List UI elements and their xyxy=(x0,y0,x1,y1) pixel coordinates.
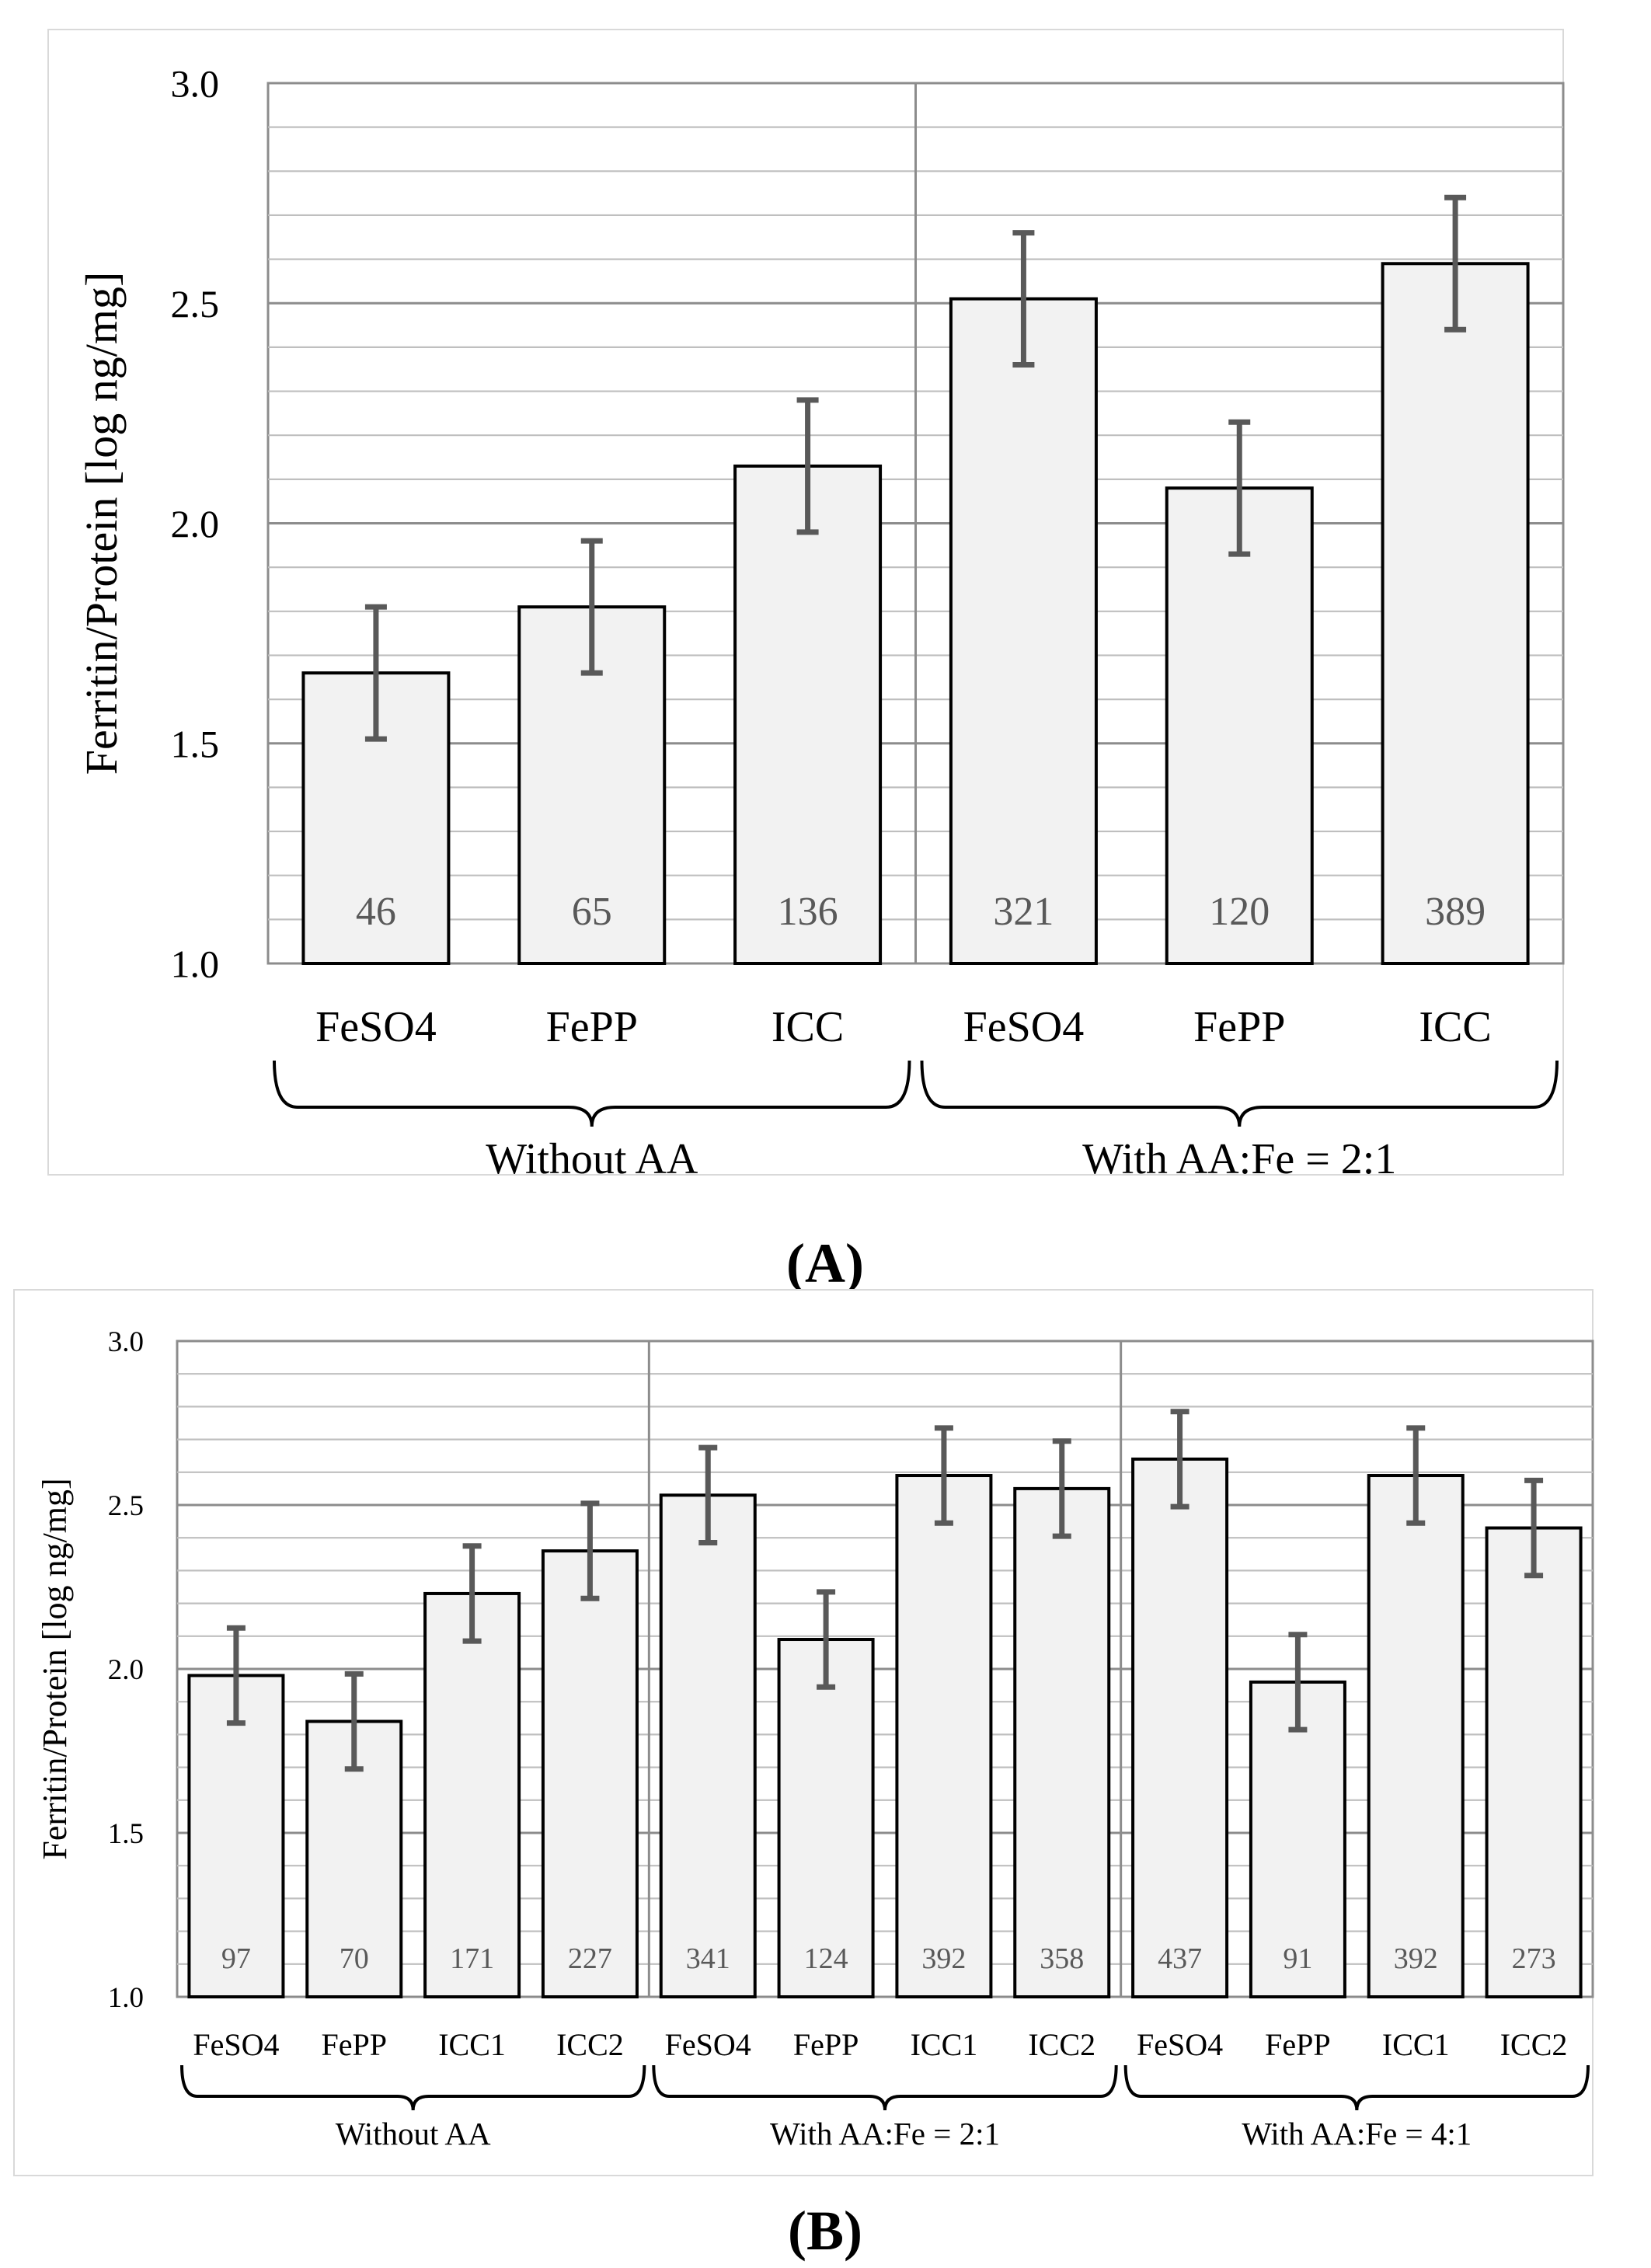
bar-data-label: 46 xyxy=(356,890,396,934)
bar-data-label: 341 xyxy=(686,1942,730,1975)
group-bracket xyxy=(1123,2064,1590,2111)
bar-data-label: 392 xyxy=(921,1942,966,1975)
bar-data-label: 120 xyxy=(1209,890,1270,934)
x-tick-label: FeSO4 xyxy=(193,2027,279,2062)
bar xyxy=(187,1674,285,1998)
bar-data-label: 65 xyxy=(572,890,612,934)
bar xyxy=(659,1493,757,1998)
bar-data-label: 358 xyxy=(1040,1942,1084,1975)
bar-data-label: 437 xyxy=(1158,1942,1202,1975)
group-label: Without AA xyxy=(486,1135,698,1183)
x-tick-label: FePP xyxy=(793,2027,859,2062)
x-tick-label: ICC1 xyxy=(1382,2027,1450,2062)
x-tick-label: FeSO4 xyxy=(1137,2027,1223,2062)
bar-data-label: 124 xyxy=(804,1942,848,1975)
bar-data-label: 171 xyxy=(450,1942,494,1975)
y-tick-label: 3.0 xyxy=(108,1326,144,1358)
group-label: Without AA xyxy=(336,2116,491,2151)
group-bracket xyxy=(920,1060,1559,1127)
y-tick-label: 2.5 xyxy=(171,282,220,326)
bar-data-label: 227 xyxy=(568,1942,612,1975)
bar xyxy=(895,1474,993,1998)
bar xyxy=(777,1638,875,1999)
panel-label-letter: B xyxy=(806,2200,844,2262)
bar xyxy=(1131,1457,1229,1999)
chart-panel-b: 1.0 1.5 2.0 2.5 3.0 Ferritin/Protein [log ng/… xyxy=(13,1289,1594,2262)
bar xyxy=(733,464,883,965)
y-tick-label: 2.5 xyxy=(108,1490,144,1522)
bar-data-label: 70 xyxy=(340,1942,369,1975)
bar xyxy=(949,297,1098,965)
x-tick-label: ICC2 xyxy=(1028,2027,1095,2062)
y-axis-label: Ferritin/Protein [log ng/mg] xyxy=(36,1478,74,1859)
x-tick-label: FeSO4 xyxy=(665,2027,751,2062)
panel-label-open: ( xyxy=(788,2200,806,2262)
x-tick-label: FePP xyxy=(546,1003,638,1051)
bar xyxy=(1165,486,1314,965)
x-tick-label: FeSO4 xyxy=(315,1003,437,1051)
chart-panel-a: 1.0 1.5 2.0 2.5 3.0 Ferritin/Protein [log ng/… xyxy=(47,29,1565,1294)
group-label: With AA:Fe = 2:1 xyxy=(770,2116,1000,2151)
bar-data-label: 392 xyxy=(1394,1942,1438,1975)
bar-data-label: 91 xyxy=(1283,1942,1312,1975)
x-tick-label: FePP xyxy=(322,2027,388,2062)
bar xyxy=(1249,1680,1346,1998)
bar xyxy=(1367,1474,1465,1998)
y-axis-label: Ferritin/Protein [log ng/mg] xyxy=(76,272,127,775)
group-label: With AA:Fe = 4:1 xyxy=(1242,2116,1472,2151)
bar-data-label: 389 xyxy=(1425,890,1486,934)
panel-label-letter: A xyxy=(805,1232,845,1294)
y-tick-label: 1.0 xyxy=(108,1982,144,2014)
bar-data-label: 97 xyxy=(221,1942,251,1975)
panel-label: (B) xyxy=(788,2200,862,2262)
bar xyxy=(541,1549,639,1998)
x-tick-label: ICC1 xyxy=(911,2027,978,2062)
y-tick-label: 3.0 xyxy=(171,62,220,106)
panel-label-close: ) xyxy=(845,1232,864,1294)
x-tick-label: FeSO4 xyxy=(963,1003,1085,1051)
bar xyxy=(1485,1526,1583,1999)
group-label: With AA:Fe = 2:1 xyxy=(1082,1135,1396,1183)
y-tick-label: 2.0 xyxy=(171,502,220,545)
x-tick-label: ICC2 xyxy=(556,2027,624,2062)
x-tick-label: FePP xyxy=(1265,2027,1331,2062)
bar xyxy=(1381,262,1530,965)
x-tick-label: FePP xyxy=(1193,1003,1285,1051)
group-bracket xyxy=(180,2064,646,2111)
y-tick-label: 1.5 xyxy=(171,722,220,765)
x-tick-label: ICC1 xyxy=(438,2027,506,2062)
x-tick-label: ICC2 xyxy=(1500,2027,1568,2062)
bar-data-label: 136 xyxy=(778,890,838,934)
y-tick-label: 2.0 xyxy=(108,1654,144,1686)
y-tick-label: 1.0 xyxy=(171,942,220,986)
group-bracket xyxy=(273,1060,911,1127)
group-bracket xyxy=(652,2064,1118,2111)
bar-data-label: 321 xyxy=(993,890,1054,934)
bar xyxy=(1013,1486,1111,1998)
bar-data-label: 273 xyxy=(1512,1942,1556,1975)
panel-label: (A) xyxy=(786,1232,864,1294)
panel-label-open: ( xyxy=(786,1232,805,1294)
x-tick-label: ICC xyxy=(772,1003,844,1051)
y-tick-label: 1.5 xyxy=(108,1818,144,1850)
panel-label-close: ) xyxy=(844,2200,862,2262)
bar xyxy=(423,1591,521,1998)
x-tick-label: ICC xyxy=(1419,1003,1491,1051)
